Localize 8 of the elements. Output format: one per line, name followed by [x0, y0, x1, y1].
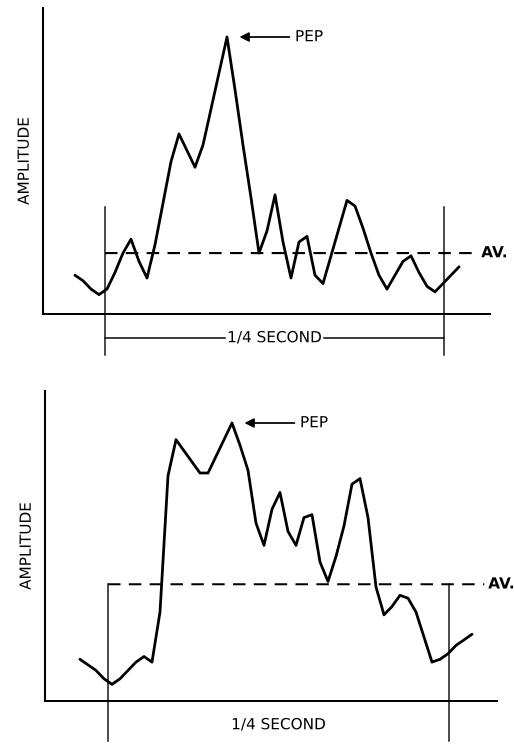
annotation: PEP	[296, 30, 323, 42]
ref-line-label: AV.	[488, 577, 514, 588]
annotation: PEP	[302, 416, 328, 428]
text: 1/4 SECOND	[232, 718, 325, 731]
text: 1/4 SECOND	[228, 330, 321, 344]
y-axis-title: AMPLITUDE	[18, 118, 29, 205]
y-axis-title: AMPLITUDE	[20, 503, 31, 590]
ref-line-label: AV.	[481, 246, 506, 258]
